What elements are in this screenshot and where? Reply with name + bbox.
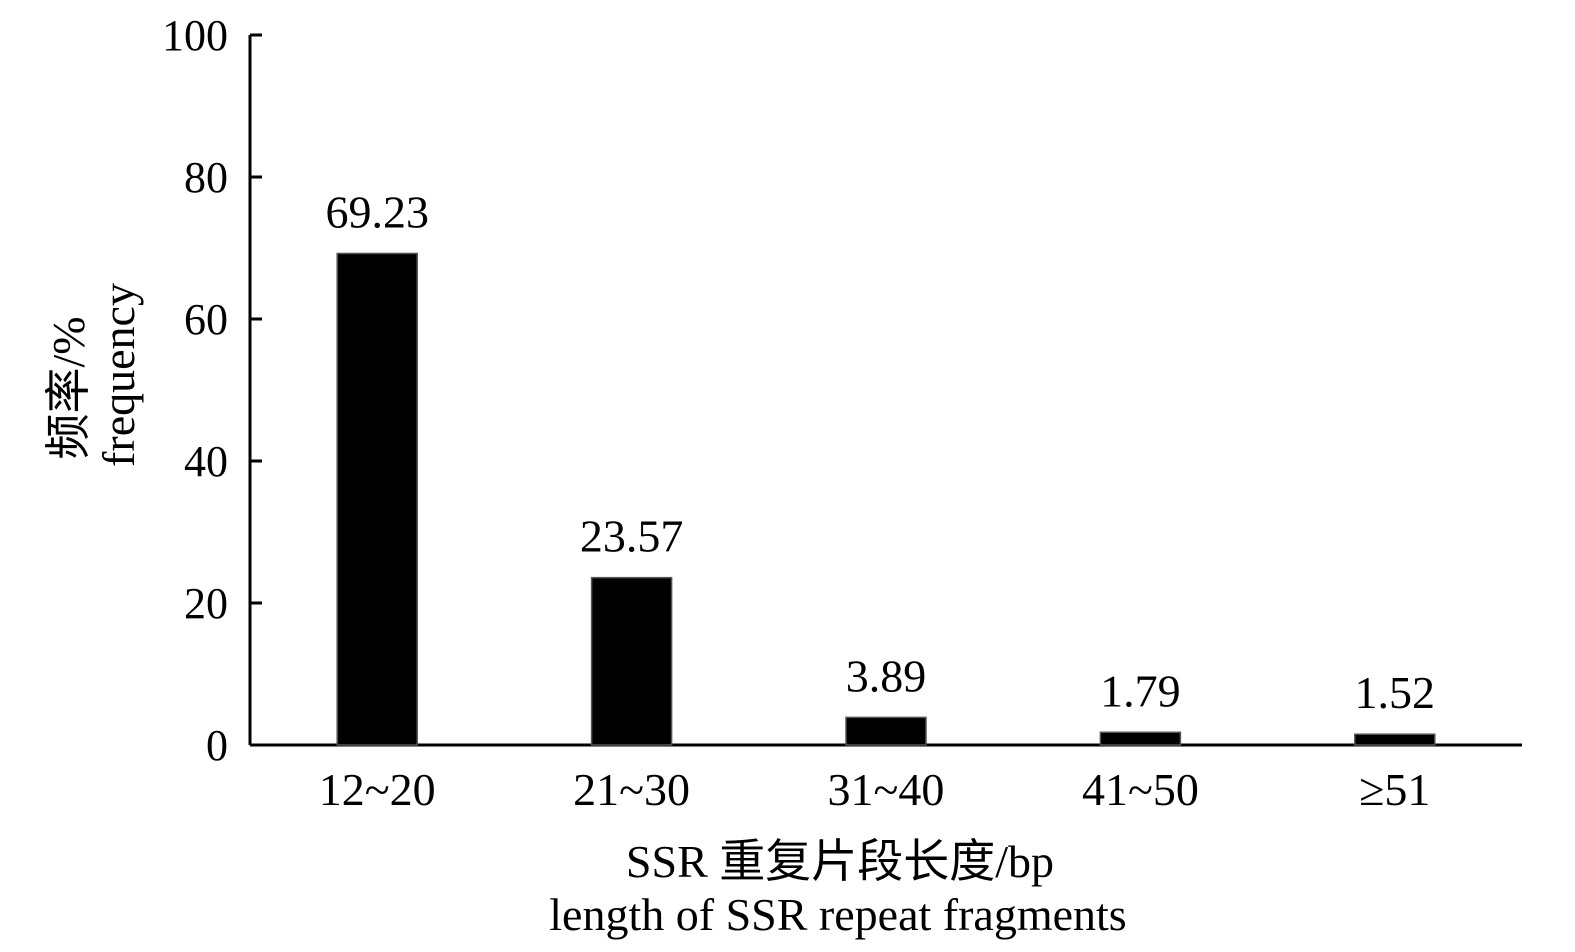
y-axis-title: 频率/% frequency (43, 283, 144, 467)
y-tick-label: 80 (184, 153, 228, 202)
bar (1354, 733, 1436, 746)
bar (590, 576, 673, 746)
x-axis-title-line-1: SSR 重复片段长度/bp (626, 836, 1054, 887)
x-category-label: 31~40 (828, 764, 945, 815)
bar-value-label: 1.52 (1355, 667, 1436, 718)
bar-value-label: 69.23 (325, 186, 429, 237)
bar (336, 252, 418, 746)
bars (336, 252, 1436, 746)
y-axis-title-line-1: 频率/% (43, 316, 94, 459)
x-category-label: 41~50 (1082, 764, 1199, 815)
x-category-label: ≥51 (1359, 764, 1430, 815)
bar (1099, 731, 1182, 746)
bar-value-label: 1.79 (1100, 665, 1181, 716)
x-category-label: 12~20 (319, 764, 436, 815)
y-tick-label: 40 (184, 437, 228, 486)
y-tick-label: 100 (162, 11, 228, 60)
bar (845, 716, 927, 746)
category-labels: 12~20 21~30 31~40 41~50 ≥51 (319, 764, 1431, 815)
y-axis-title-line-2: frequency (93, 283, 144, 467)
y-ticks: 0 20 40 60 80 100 (162, 11, 262, 770)
x-axis-title-line-2: length of SSR repeat fragments (549, 889, 1126, 940)
y-tick-label: 0 (206, 721, 228, 770)
axes (248, 35, 1522, 747)
bar-value-label: 23.57 (580, 511, 684, 562)
data-labels: 69.23 23.57 3.89 1.79 1.52 (325, 186, 1435, 718)
bar-value-label: 3.89 (846, 650, 927, 701)
y-tick-label: 20 (184, 579, 228, 628)
x-category-label: 21~30 (573, 764, 690, 815)
y-tick-label: 60 (184, 295, 228, 344)
